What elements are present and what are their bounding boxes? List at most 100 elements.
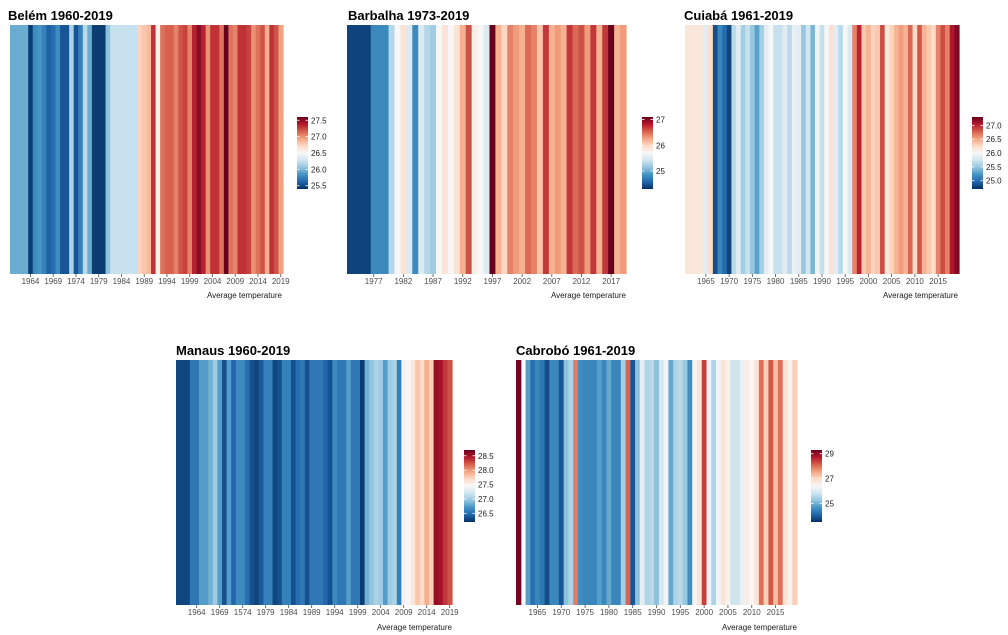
- stripe-1997: [687, 360, 693, 605]
- stripe-1995: [337, 360, 343, 605]
- stripe-1984: [119, 25, 125, 274]
- stripe-1989: [649, 360, 655, 605]
- stripe-1998: [856, 25, 863, 274]
- stripe-1994: [164, 25, 170, 274]
- legend-tick-label: 25.5: [311, 182, 327, 191]
- stripe-1999: [861, 25, 867, 274]
- stripe-1988: [304, 360, 310, 605]
- stripe-1961: [180, 360, 186, 605]
- x-tick-label: 1980: [600, 608, 618, 617]
- stripe-1978: [376, 25, 384, 274]
- legend-tick-label: 25.0: [986, 177, 1002, 186]
- stripe-2003: [525, 25, 532, 274]
- legend-tick-label: 25: [825, 499, 834, 508]
- x-tick-label: 1980: [767, 277, 785, 286]
- x-tick-label: 2000: [860, 277, 878, 286]
- stripe-2007: [392, 360, 398, 605]
- stripe-2015: [935, 25, 942, 274]
- stripe-1991: [824, 25, 830, 274]
- stripe-2014: [424, 360, 430, 605]
- stripe-2008: [228, 25, 234, 274]
- x-tick-label: 2005: [719, 608, 737, 617]
- stripe-1975: [582, 360, 589, 605]
- stripe-1977: [592, 360, 598, 605]
- stripe-1983: [114, 25, 120, 274]
- stripe-2005: [383, 360, 389, 605]
- stripe-1962: [19, 25, 25, 274]
- stripe-1989: [309, 360, 315, 605]
- x-tick-label: 1989: [303, 608, 321, 617]
- x-tick-label: 2010: [743, 608, 761, 617]
- legend-tick-label: 27.0: [478, 495, 494, 504]
- stripe-1977: [759, 25, 765, 274]
- x-tick-label: 1990: [648, 608, 666, 617]
- stripe-2002: [369, 360, 375, 605]
- stripe-2000: [360, 360, 366, 605]
- stripe-1986: [424, 25, 431, 274]
- stripe-1968: [212, 360, 218, 605]
- stripe-2004: [884, 25, 890, 274]
- legend-title: Average temperature: [207, 291, 283, 300]
- stripe-2006: [542, 25, 550, 274]
- stripe-1994: [332, 360, 338, 605]
- stripe-1972: [64, 25, 70, 274]
- stripe-2005: [214, 25, 220, 274]
- panel-belem: Belém 1960-2019 1964 1969 1974 1979 1984 1989…: [0, 0, 327, 310]
- stripe-2018: [614, 25, 621, 274]
- stripe-2013: [926, 25, 932, 274]
- stripe-1965: [703, 25, 709, 274]
- stripe-1968: [717, 25, 723, 274]
- stripe-1961: [685, 25, 691, 274]
- stripe-1984: [791, 25, 798, 274]
- stripe-2001: [870, 25, 876, 274]
- stripe-2011: [410, 360, 416, 605]
- stripe-2018: [442, 360, 448, 605]
- stripe-1981: [611, 360, 617, 605]
- stripe-1990: [654, 360, 660, 605]
- stripe-2002: [201, 25, 207, 274]
- stripe-1991: [151, 25, 157, 274]
- stripe-2017: [269, 25, 275, 274]
- stripe-1978: [596, 360, 603, 605]
- stripe-2000: [701, 360, 708, 605]
- stripe-2007: [548, 25, 556, 274]
- stripe-2013: [763, 360, 770, 605]
- x-tick-label: 2009: [226, 277, 244, 286]
- stripe-2001: [364, 360, 370, 605]
- stripe-2009: [560, 25, 568, 274]
- stripe-1994: [673, 360, 679, 605]
- legend-tick-label: 28.5: [478, 452, 494, 461]
- stripe-1966: [37, 25, 43, 274]
- legend-belem: 25.5 26.0 26.5 27.0 27.5: [297, 116, 327, 191]
- stripe-1981: [272, 360, 278, 605]
- stripe-1999: [187, 25, 193, 274]
- legend-tick-label: 26.5: [478, 509, 494, 518]
- stripe-1967: [208, 360, 214, 605]
- x-axis-manaus: 1964 1969 1574 1979 1984 1989 1994 1999 2004 2009…: [188, 605, 459, 617]
- stripe-1976: [754, 25, 760, 274]
- legend-cuiaba: 25.0 25.5 26.0 26.5 27.0: [972, 117, 1002, 189]
- stripe-2008: [903, 25, 909, 274]
- x-tick-label: 2010: [906, 277, 924, 286]
- stripe-1970: [726, 25, 733, 274]
- legend-colorbar: [464, 450, 475, 522]
- stripe-1961: [14, 25, 20, 274]
- stripe-1976: [249, 360, 255, 605]
- stripe-2013: [584, 25, 591, 274]
- stripe-2002: [519, 25, 526, 274]
- stripe-2014: [255, 25, 261, 274]
- stripes-cabrobo: [516, 360, 798, 605]
- stripe-1988: [436, 25, 443, 274]
- stripe-1988: [137, 25, 143, 274]
- stripe-1988: [644, 360, 650, 605]
- stripe-1994: [838, 25, 844, 274]
- stripe-2004: [720, 360, 727, 605]
- stripe-1990: [447, 25, 455, 274]
- stripe-2005: [725, 360, 731, 605]
- stripe-2006: [219, 25, 225, 274]
- stripe-2004: [210, 25, 216, 274]
- stripe-2016: [602, 25, 609, 274]
- stripe-1986: [635, 360, 641, 605]
- stripe-1965: [199, 360, 205, 605]
- stripe-1971: [563, 360, 569, 605]
